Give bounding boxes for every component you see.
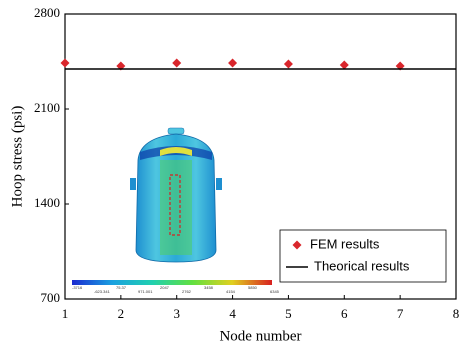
- legend-label: Theorical results: [314, 258, 410, 273]
- y-tick-label: 1400: [34, 195, 60, 210]
- colorbar-label: 971.001: [138, 289, 153, 294]
- y-tick-label: 2800: [34, 5, 60, 20]
- x-tick-label: 6: [341, 306, 348, 321]
- x-tick-label: 4: [229, 306, 236, 321]
- colorbar-label: 2762: [182, 289, 192, 294]
- y-axis-label: Hoop stress (psi): [9, 106, 25, 208]
- colorbar-label: 5850: [248, 285, 258, 290]
- inset-image: [72, 128, 272, 285]
- colorbar-label: -623.341: [94, 289, 111, 294]
- x-tick-label: 7: [397, 306, 404, 321]
- x-tick-label: 8: [453, 306, 459, 321]
- chart: 1 2 3 4 5 6 7 8 700 1400 2100 2800 Node number Hoop s…: [0, 0, 459, 348]
- x-tick-label: 5: [285, 306, 292, 321]
- y-tick-label: 700: [41, 290, 61, 305]
- colorbar-label: 2047: [160, 285, 170, 290]
- fem-point: [284, 59, 293, 68]
- colorbar-label: -3716: [72, 285, 83, 290]
- x-tick-label: 3: [173, 306, 180, 321]
- x-axis-label: Node number: [219, 328, 301, 344]
- colorbar-label: 6345: [270, 289, 280, 294]
- fem-point: [61, 58, 70, 67]
- fem-point: [228, 58, 237, 67]
- x-tick-label: 2: [118, 306, 125, 321]
- fem-point: [340, 61, 349, 70]
- colorbar-label: 3458: [204, 285, 214, 290]
- y-tick-label: 2100: [34, 100, 60, 115]
- x-tick-label: 1: [62, 306, 69, 321]
- legend-label: FEM results: [310, 236, 380, 251]
- colorbar-label: 75.37: [116, 285, 127, 290]
- colorbar-label: 4154: [226, 289, 236, 294]
- fem-point: [172, 58, 181, 67]
